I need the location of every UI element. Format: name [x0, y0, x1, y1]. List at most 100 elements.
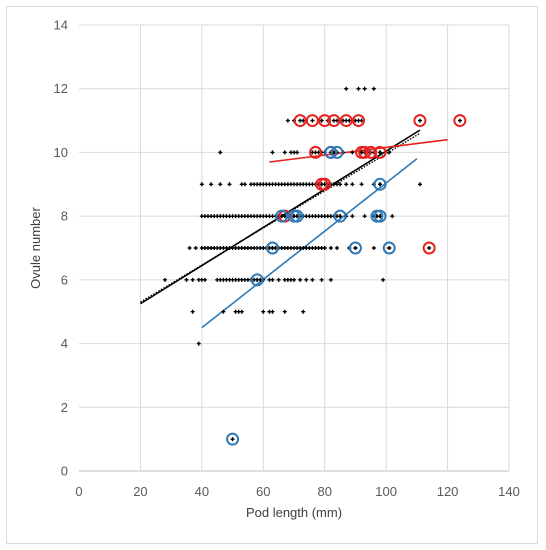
- y-tick-label: 6: [61, 272, 68, 287]
- highlight-circle: [226, 432, 240, 446]
- highlight-circle: [453, 114, 467, 128]
- data-point: [285, 118, 290, 123]
- y-tick-label: 8: [61, 209, 68, 224]
- data-point: [387, 246, 392, 250]
- data-point: [163, 277, 167, 282]
- data-point: [344, 86, 349, 91]
- data-point: [417, 118, 422, 123]
- data-point: [319, 182, 324, 187]
- data-point: [457, 118, 462, 123]
- data-point: [227, 182, 232, 187]
- data-point: [261, 309, 266, 314]
- data-point: [313, 150, 318, 155]
- highlight-circle: [309, 145, 322, 159]
- data-point: [295, 214, 300, 219]
- y-axis-label: Ovule number: [28, 207, 43, 289]
- data-point: [199, 182, 204, 187]
- y-tick-label: 14: [54, 18, 68, 33]
- y-tick-label: 12: [54, 81, 68, 96]
- data-point: [270, 246, 275, 250]
- data-point: [242, 182, 247, 187]
- data-point: [221, 309, 226, 314]
- data-points: [163, 86, 462, 442]
- data-point: [378, 214, 382, 219]
- x-tick-label: 140: [498, 484, 520, 499]
- data-point: [338, 214, 343, 219]
- highlight-circle: [348, 241, 362, 255]
- data-point: [362, 214, 367, 219]
- y-axis-ticks: 0 2 4 6 8 10 12 14: [54, 18, 68, 479]
- data-point: [298, 277, 303, 282]
- data-point: [190, 309, 195, 314]
- highlight-circle: [318, 177, 332, 191]
- highlight-circle: [373, 209, 387, 223]
- x-tick-label: 60: [256, 484, 270, 499]
- data-point: [282, 214, 287, 219]
- data-point: [319, 277, 324, 282]
- x-tick-label: 0: [75, 484, 82, 499]
- data-point: [301, 309, 306, 314]
- data-point: [353, 246, 358, 250]
- highlight-circle: [339, 114, 353, 128]
- highlight-circle: [373, 145, 387, 159]
- x-tick-label: 40: [195, 484, 209, 499]
- data-point: [356, 86, 361, 91]
- highlight-circle: [373, 177, 387, 191]
- data-point: [184, 277, 189, 282]
- x-tick-label: 120: [437, 484, 459, 499]
- data-point: [378, 182, 382, 187]
- data-point: [319, 118, 324, 123]
- data-point: [301, 118, 306, 123]
- highlight-circle: [330, 145, 344, 159]
- data-point: [378, 150, 382, 155]
- data-point: [359, 118, 364, 123]
- data-point: [328, 246, 333, 250]
- data-point: [270, 309, 275, 314]
- data-point: [390, 214, 395, 219]
- data-point: [344, 182, 349, 187]
- highlight-circle: [324, 145, 338, 159]
- highlight-circle: [290, 209, 304, 223]
- data-point: [295, 150, 300, 155]
- data-point: [335, 118, 339, 123]
- x-tick-label: 20: [133, 484, 147, 499]
- highlight-circle: [293, 114, 307, 128]
- highlight-circle: [333, 209, 347, 223]
- data-point: [350, 182, 355, 187]
- highlight-circle: [305, 114, 319, 128]
- data-point: [328, 277, 333, 282]
- data-point: [292, 277, 296, 282]
- y-tick-label: 4: [61, 336, 68, 351]
- chart-frame: [6, 6, 538, 544]
- highlight-circle: [327, 114, 341, 128]
- data-point: [417, 182, 422, 187]
- highlight-circle: [422, 241, 436, 255]
- highlight-circle: [382, 241, 396, 255]
- data-point: [276, 277, 281, 282]
- highlight-circles: [226, 114, 467, 446]
- highlight-circle: [413, 114, 427, 128]
- data-point: [338, 182, 343, 187]
- data-point: [310, 277, 315, 282]
- data-point: [209, 182, 214, 187]
- x-tick-label: 100: [375, 484, 397, 499]
- trendlines: [140, 129, 448, 329]
- x-tick-label: 80: [317, 484, 331, 499]
- highlight-circle: [318, 114, 332, 128]
- highlight-circle: [250, 273, 264, 287]
- data-point: [270, 150, 275, 155]
- data-point: [350, 214, 355, 219]
- data-point: [187, 246, 192, 250]
- y-tick-label: 10: [54, 145, 68, 160]
- data-point: [218, 150, 223, 155]
- data-point: [190, 277, 195, 282]
- data-point: [362, 86, 367, 91]
- data-point: [322, 246, 327, 250]
- data-point: [371, 246, 376, 250]
- data-point: [230, 437, 235, 442]
- x-axis-ticks: 0 20 40 60 80 100 120 140: [75, 484, 519, 499]
- data-point: [239, 309, 244, 314]
- data-point: [427, 246, 432, 250]
- data-point: [310, 118, 315, 123]
